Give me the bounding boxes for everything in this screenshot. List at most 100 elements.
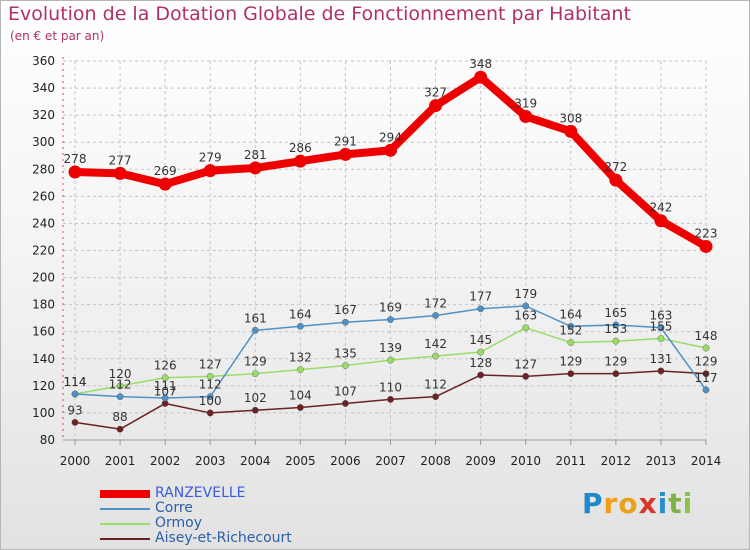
- logo-letter: x: [638, 487, 658, 520]
- data-label: 104: [289, 389, 312, 403]
- data-label: 152: [559, 324, 582, 338]
- y-tick-label: 100: [32, 406, 55, 420]
- data-label: 126: [154, 359, 177, 373]
- logo-letter: i: [682, 487, 694, 520]
- legend-swatch: [100, 538, 150, 540]
- data-point: [206, 393, 214, 401]
- data-label: 278: [64, 152, 87, 166]
- data-point: [567, 339, 575, 346]
- legend-swatch: [100, 523, 150, 525]
- data-label: 112: [424, 378, 447, 392]
- x-tick-label: 2010: [510, 454, 541, 468]
- data-labels: 278 277 269 279 281 286 291 294 327 348 319 308 272 2…: [64, 57, 718, 424]
- x-tick-label: 2014: [691, 454, 722, 468]
- legend-label: Ormoy: [155, 515, 203, 531]
- data-label: 319: [514, 96, 537, 110]
- y-tick-label: 240: [32, 216, 55, 230]
- series: [68, 70, 713, 433]
- data-point: [296, 322, 304, 330]
- data-label: 291: [334, 134, 357, 148]
- data-label: 145: [469, 333, 492, 347]
- y-tick-label: 220: [32, 244, 55, 258]
- data-label: 128: [469, 356, 492, 370]
- data-label: 242: [649, 201, 672, 215]
- y-tick-label: 140: [32, 352, 55, 366]
- data-label: 107: [334, 384, 357, 398]
- data-point: [657, 367, 665, 375]
- data-label: 164: [289, 307, 312, 321]
- data-point: [203, 164, 217, 178]
- data-point: [387, 316, 394, 323]
- data-point: [609, 173, 623, 187]
- data-point: [71, 390, 79, 398]
- data-label: 277: [109, 153, 132, 167]
- data-label: 269: [154, 164, 177, 178]
- data-point: [206, 409, 214, 417]
- gridlines: [63, 60, 707, 441]
- data-label: 308: [559, 111, 582, 125]
- data-label: 163: [514, 309, 537, 323]
- y-tick-label: 320: [32, 108, 55, 122]
- chart-subtitle: (en € et par an): [10, 29, 105, 43]
- data-point: [161, 374, 169, 382]
- data-point: [116, 382, 124, 390]
- data-point: [161, 394, 169, 402]
- x-tick-label: 2012: [601, 454, 632, 468]
- data-point: [519, 109, 533, 123]
- data-label: 148: [695, 329, 718, 343]
- data-label: 129: [695, 355, 718, 369]
- x-tick-label: 2003: [195, 454, 226, 468]
- data-label: 127: [514, 357, 537, 371]
- legend-label: RANZEVELLE: [155, 485, 246, 501]
- data-label: 117: [695, 371, 718, 385]
- data-label: 88: [112, 410, 127, 424]
- data-point: [296, 366, 304, 374]
- data-point: [477, 348, 485, 356]
- data-label: 164: [559, 307, 582, 321]
- legend-label: Aisey-et-Richecourt: [155, 530, 292, 546]
- data-label: 348: [469, 57, 492, 71]
- data-label: 120: [109, 367, 132, 381]
- data-label: 167: [334, 303, 357, 317]
- logo-letter: P: [582, 487, 604, 520]
- data-point: [68, 165, 82, 179]
- data-point: [654, 214, 668, 228]
- data-label: 153: [604, 322, 627, 336]
- y-tick-label: 80: [40, 433, 55, 447]
- data-point: [564, 124, 578, 138]
- data-label: 93: [67, 403, 82, 417]
- data-label: 286: [289, 141, 312, 155]
- data-label: 172: [424, 296, 447, 310]
- data-point: [612, 321, 620, 329]
- data-label: 112: [109, 378, 132, 392]
- y-tick-label: 280: [32, 162, 55, 176]
- x-tick-label: 2007: [375, 454, 406, 468]
- legend-swatch: [100, 508, 150, 510]
- data-point: [338, 147, 352, 161]
- data-point: [113, 166, 127, 180]
- data-label: 100: [199, 394, 222, 408]
- data-point: [342, 362, 349, 369]
- data-point: [384, 143, 397, 157]
- data-label: 127: [199, 357, 222, 371]
- data-point: [71, 419, 79, 426]
- data-label: 110: [379, 380, 402, 394]
- logo-letter: t: [668, 487, 683, 520]
- data-point: [342, 400, 349, 407]
- y-tick-label: 260: [32, 189, 55, 203]
- data-point: [116, 425, 124, 433]
- legend-swatch: [100, 490, 150, 498]
- data-point: [293, 154, 307, 168]
- data-label: 163: [649, 309, 672, 323]
- x-tick-label: 2002: [150, 454, 181, 468]
- data-point: [477, 305, 485, 313]
- y-tick-label: 160: [32, 325, 55, 339]
- data-point: [387, 356, 394, 364]
- data-label: 102: [244, 391, 267, 405]
- data-point: [702, 386, 710, 394]
- data-label: 177: [469, 290, 492, 304]
- x-tick-label: 2005: [285, 454, 316, 468]
- data-label: 112: [199, 378, 222, 392]
- data-point: [657, 335, 665, 342]
